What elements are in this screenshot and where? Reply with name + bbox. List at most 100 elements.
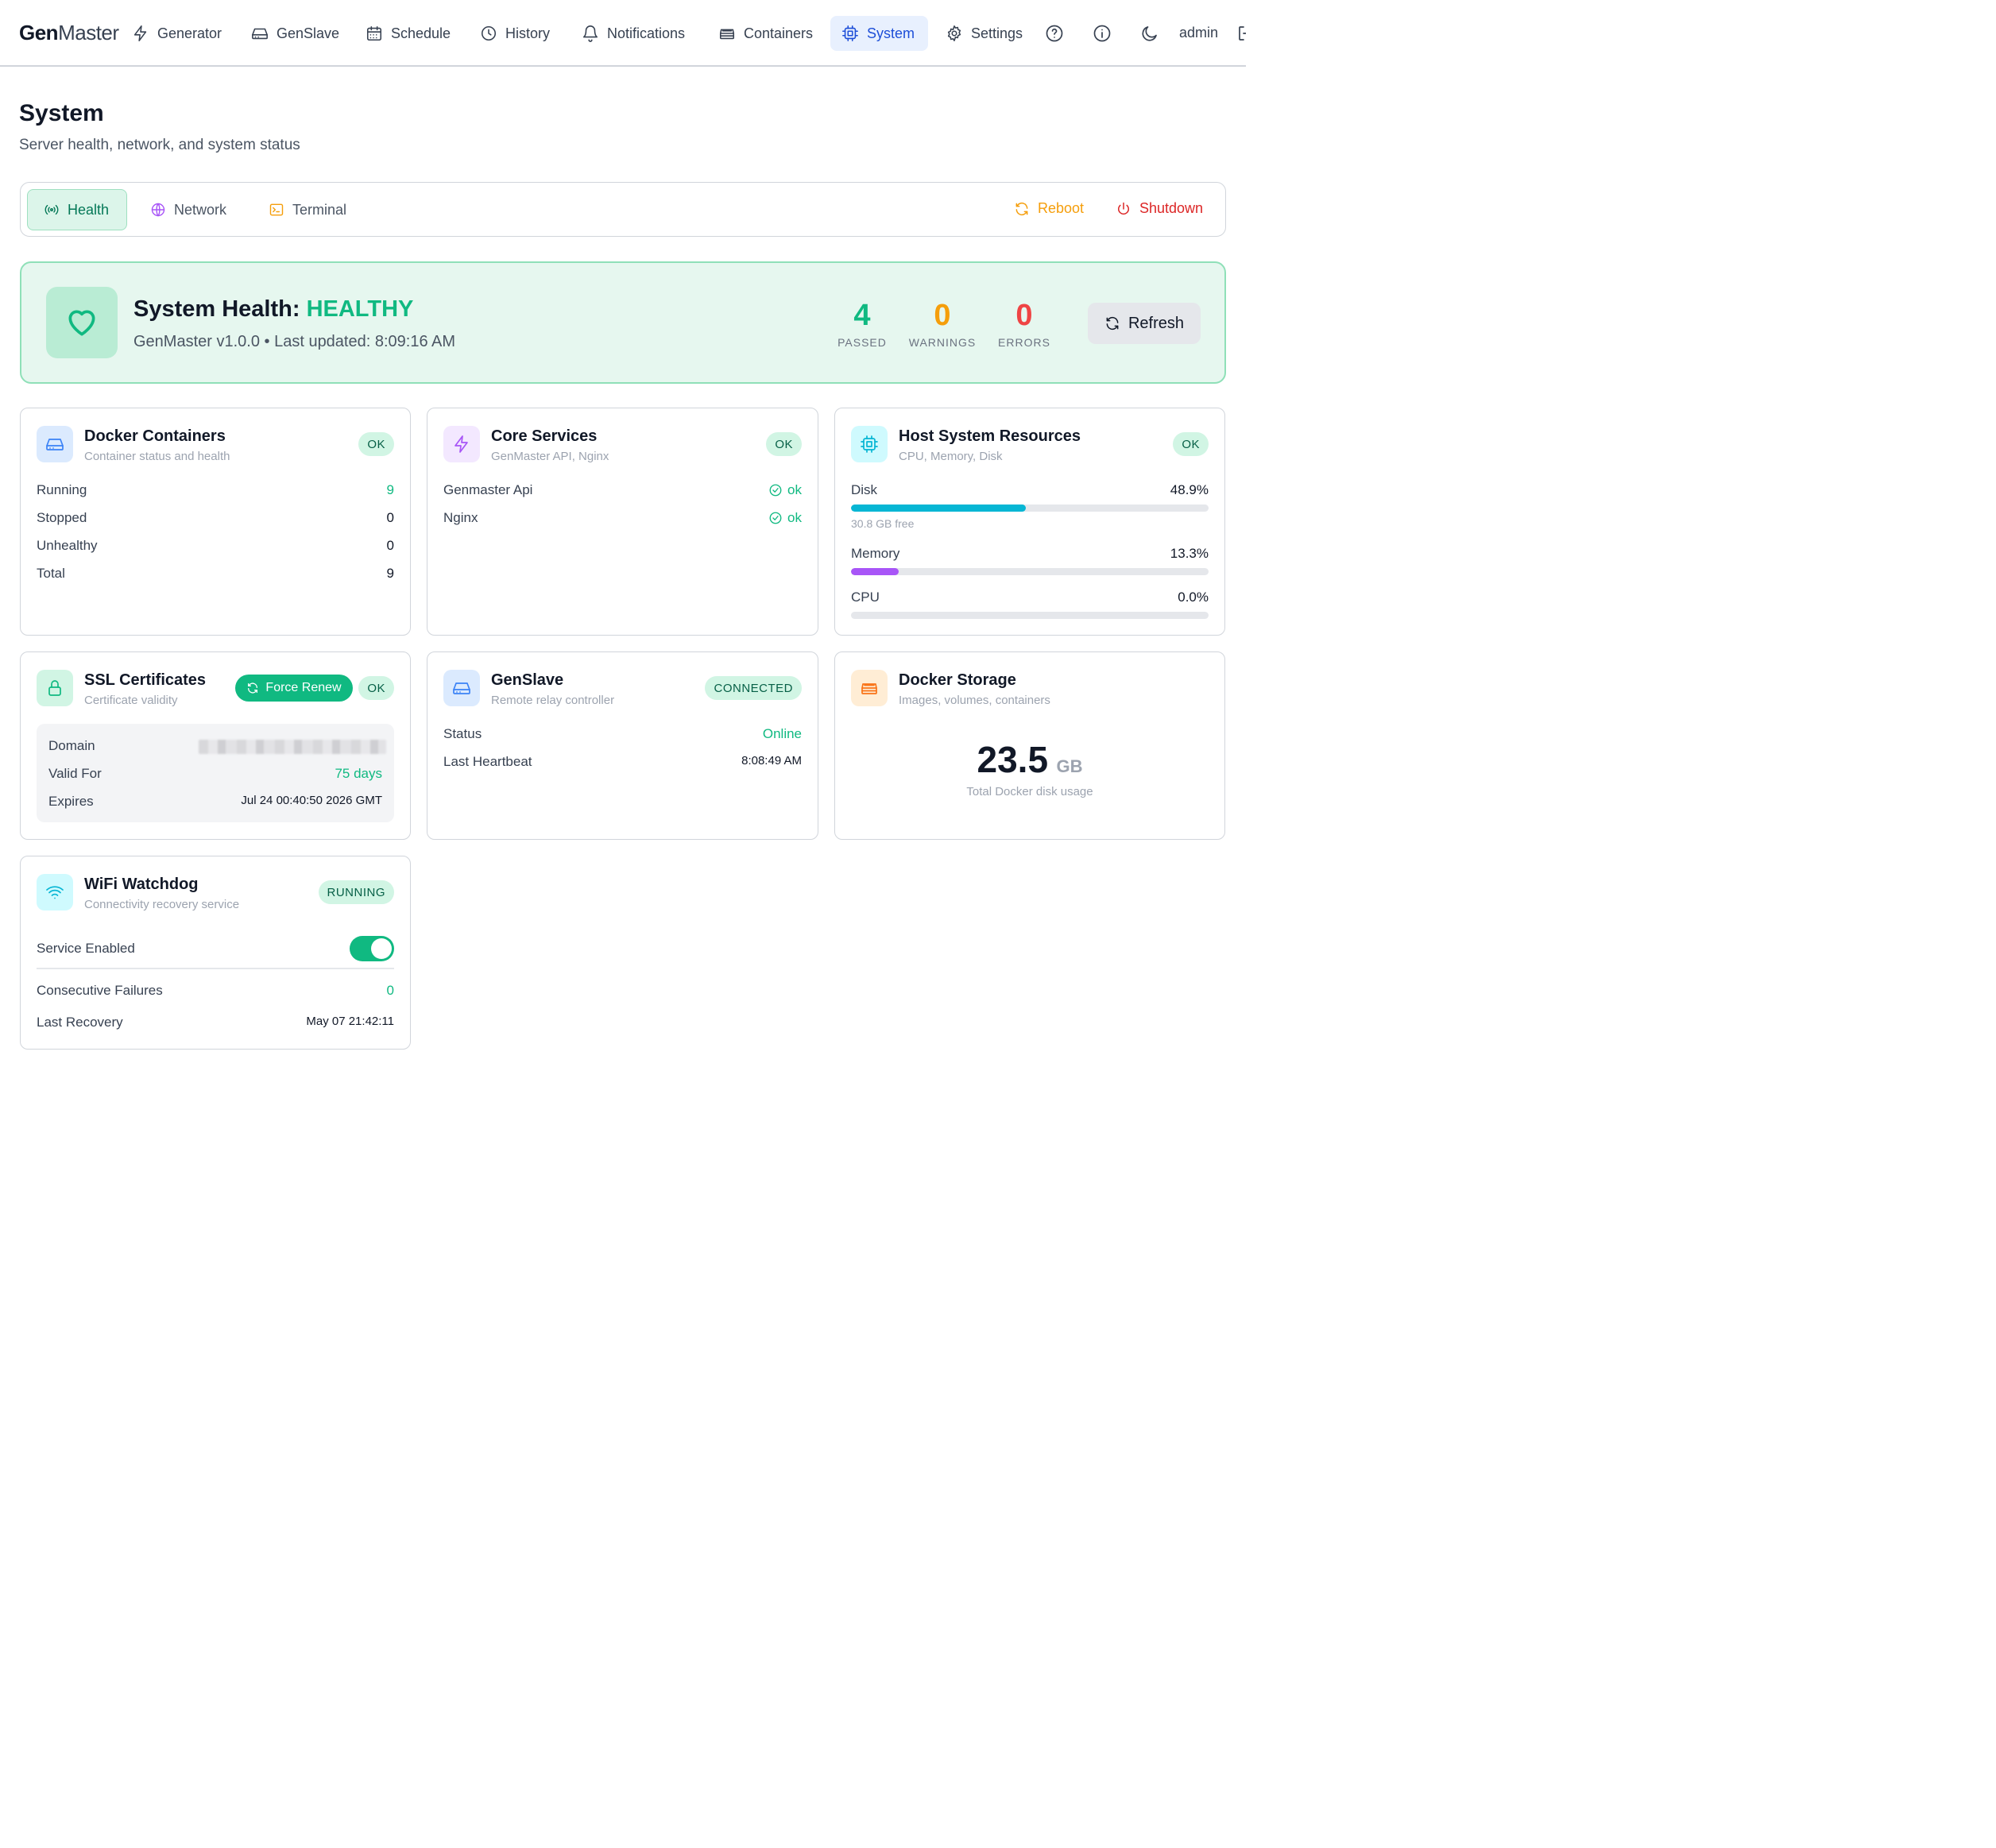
host-resources-card: Host System Resources CPU, Memory, Disk …	[834, 408, 1225, 636]
status-badge: RUNNING	[318, 880, 394, 904]
tab-network[interactable]: Network	[134, 189, 242, 230]
nav-generator[interactable]: Generator	[121, 16, 233, 51]
clock-icon	[481, 25, 497, 41]
warnings-stat: 0 WARNINGS	[908, 299, 977, 349]
reboot-button[interactable]: Reboot	[1014, 200, 1084, 217]
errors-stat: 0 ERRORS	[998, 299, 1050, 349]
storage-value: 23.5 GB	[977, 739, 1083, 780]
card-subtitle: Images, volumes, containers	[899, 694, 1050, 707]
nav-settings[interactable]: Settings	[934, 16, 1034, 51]
card-title: WiFi Watchdog	[84, 876, 199, 893]
terminal-icon	[269, 203, 284, 216]
status-row: Status Online	[443, 726, 802, 741]
refresh-button[interactable]: Refresh	[1088, 303, 1201, 344]
card-subtitle: Remote relay controller	[491, 694, 615, 707]
status-badge: OK	[358, 676, 394, 700]
status-badge: OK	[358, 432, 394, 456]
service-enabled-row: Service Enabled	[37, 936, 394, 961]
failures-row: Consecutive Failures 0	[37, 983, 394, 998]
docker-storage-card: Docker Storage Images, volumes, containe…	[834, 651, 1225, 840]
server-icon	[719, 29, 735, 40]
signal-icon	[44, 204, 59, 215]
lock-icon	[37, 670, 73, 706]
passed-stat: 4 PASSED	[837, 299, 887, 349]
refresh-icon	[1106, 316, 1119, 331]
list-item: Running 9	[37, 482, 394, 497]
nav-schedule[interactable]: Schedule	[354, 16, 462, 51]
health-subtitle: GenMaster v1.0.0 • Last updated: 8:09:16…	[133, 333, 456, 350]
status-badge: OK	[1173, 432, 1209, 456]
page-title: System	[19, 100, 104, 126]
rotate-icon	[1015, 202, 1028, 215]
disk-row: Disk 48.9%	[851, 482, 1209, 497]
cpu-bar	[851, 612, 1209, 619]
ssl-details: Domain Valid For 75 days Expires Jul 24 00…	[37, 724, 394, 822]
check-circle-icon	[769, 484, 782, 497]
user-name[interactable]: admin	[1179, 25, 1219, 41]
globe-icon	[151, 203, 165, 217]
nav-genslave[interactable]: GenSlave	[240, 16, 350, 51]
card-subtitle: Connectivity recovery service	[84, 898, 240, 911]
logout-icon[interactable]	[1236, 24, 1246, 43]
tab-health[interactable]: Health	[27, 189, 127, 230]
cpu-row: CPU 0.0%	[851, 590, 1209, 605]
status-badge: OK	[766, 432, 802, 456]
force-renew-button[interactable]: Force Renew	[235, 675, 353, 702]
list-item: Unhealthy 0	[37, 538, 394, 553]
card-title: Host System Resources	[899, 427, 1081, 445]
cpu-icon	[851, 426, 888, 462]
core-services-card: Core Services GenMaster API, Nginx OK Ge…	[427, 408, 818, 636]
tab-terminal[interactable]: Terminal	[253, 189, 362, 230]
redacted-domain	[199, 740, 386, 754]
card-subtitle: GenMaster API, Nginx	[491, 450, 609, 463]
list-item: Total 9	[37, 566, 394, 581]
status-badge: CONNECTED	[705, 676, 802, 700]
database-icon	[851, 670, 888, 706]
card-title: Docker Storage	[899, 671, 1016, 689]
bell-icon	[582, 25, 598, 42]
health-title: System Health: HEALTHY	[133, 296, 414, 322]
moon-icon[interactable]	[1140, 24, 1159, 43]
app-logo[interactable]: GenMaster	[19, 21, 119, 44]
help-icon[interactable]	[1045, 24, 1064, 43]
disk-bar	[851, 505, 1209, 512]
heartbeat-row: Last Heartbeat 8:08:49 AM	[443, 754, 802, 769]
nav-containers[interactable]: Containers	[707, 16, 824, 51]
health-status: HEALTHY	[306, 296, 414, 322]
docker-containers-card: Docker Containers Container status and h…	[20, 408, 411, 636]
system-tabs: Health Network Terminal Reboot Shutdown	[20, 182, 1226, 237]
wifi-icon	[37, 874, 73, 910]
card-title: Core Services	[491, 427, 598, 445]
memory-bar	[851, 568, 1209, 575]
lightning-icon	[443, 426, 480, 462]
shutdown-button[interactable]: Shutdown	[1116, 200, 1203, 217]
cpu-icon	[842, 25, 858, 41]
disk-bar-fill	[851, 505, 1027, 512]
info-icon[interactable]	[1093, 24, 1112, 43]
page-subtitle: Server health, network, and system statu…	[19, 137, 300, 153]
nav-history[interactable]: History	[469, 16, 561, 51]
list-item: Nginx ok	[443, 510, 802, 525]
expires-row: Expires Jul 24 00:40:50 2026 GMT	[48, 794, 382, 809]
card-title: GenSlave	[491, 671, 564, 689]
heart-icon	[46, 287, 118, 358]
genslave-card: GenSlave Remote relay controller CONNECT…	[427, 651, 818, 840]
card-title: SSL Certificates	[84, 671, 207, 689]
calendar-icon	[366, 25, 382, 41]
lightning-icon	[133, 25, 147, 41]
domain-row: Domain	[48, 738, 386, 754]
storage-caption: Total Docker disk usage	[966, 785, 1093, 798]
divider	[37, 968, 394, 969]
drive-icon	[252, 28, 268, 40]
nav-system[interactable]: System	[830, 16, 928, 51]
check-circle-icon	[769, 512, 782, 524]
service-enabled-toggle[interactable]	[350, 936, 394, 961]
power-icon	[1118, 202, 1129, 215]
card-title: Docker Containers	[84, 427, 226, 445]
card-subtitle: CPU, Memory, Disk	[899, 450, 1003, 463]
nav-notifications[interactable]: Notifications	[571, 16, 696, 51]
refresh-icon	[248, 682, 258, 694]
disk-free: 30.8 GB free	[851, 517, 915, 530]
gear-icon	[947, 25, 961, 41]
health-banner: System Health: HEALTHY GenMaster v1.0.0 …	[20, 261, 1226, 384]
